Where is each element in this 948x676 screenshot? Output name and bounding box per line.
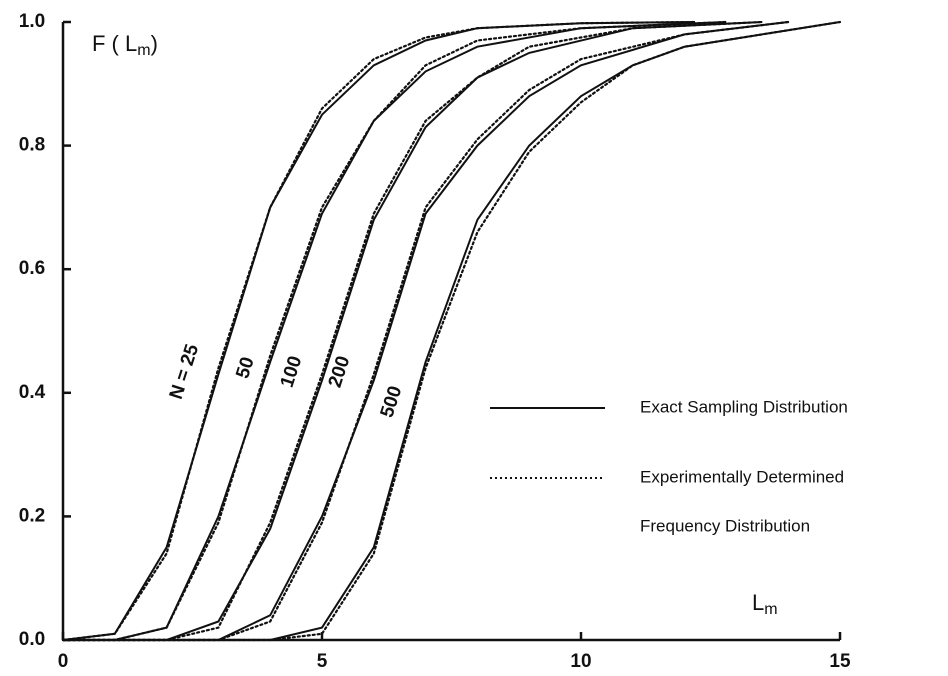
x-axis-label: Lm <box>752 590 778 618</box>
legend-label: Exact Sampling Distribution <box>640 397 848 416</box>
legend-label: Experimentally Determined <box>640 467 844 486</box>
experimental-curve <box>61 20 842 642</box>
y-axis-label-part: m <box>137 42 150 59</box>
x-axis-label-part: m <box>764 601 777 618</box>
x-tick-label: 0 <box>58 651 69 672</box>
y-tick-label: 1.0 <box>19 11 45 32</box>
experimental-curve <box>61 20 790 642</box>
experimental-curve <box>61 20 728 642</box>
curve-label: 500 <box>377 384 407 421</box>
exact-curve <box>63 21 789 641</box>
y-tick-label: 0.8 <box>19 135 45 156</box>
y-axis-label-part: F ( L <box>92 31 137 56</box>
curve-label: N = 25 <box>166 341 204 402</box>
y-tick-label: 0.0 <box>19 629 45 650</box>
exact-curve <box>63 21 763 641</box>
exact-curve <box>63 21 841 641</box>
y-tick-label: 0.2 <box>19 505 45 526</box>
x-tick-label: 5 <box>317 651 328 672</box>
y-tick-label: 0.6 <box>19 258 45 279</box>
x-tick-label: 10 <box>570 651 591 672</box>
x-tick-label: 15 <box>829 651 851 672</box>
curve-label: 100 <box>277 354 307 391</box>
y-tick-label: 0.4 <box>19 382 46 403</box>
curve-label: 50 <box>232 355 259 382</box>
experimental-curve <box>61 20 697 642</box>
exact-curve <box>63 21 727 641</box>
legend-label: Frequency Distribution <box>640 516 810 535</box>
y-axis-label: F ( Lm) <box>92 31 158 59</box>
y-axis-label-part: ) <box>151 31 158 56</box>
x-axis-label-part: L <box>752 590 764 615</box>
experimental-curve <box>61 20 764 642</box>
